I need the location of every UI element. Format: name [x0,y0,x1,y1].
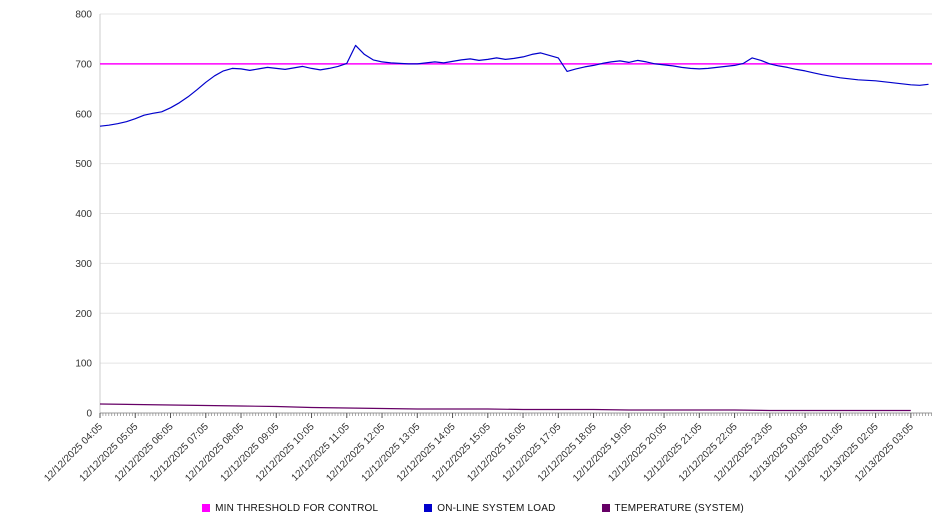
system-load-chart: 0 100 200 300 400 500 600 700 800 12/12/2025 04:0… [42,10,932,484]
legend-swatch-system-load-icon [424,504,433,512]
svg-text:100: 100 [75,359,92,370]
legend-item-min-threshold[interactable]: MIN THRESHOLD FOR CONTROL [202,503,378,514]
svg-text:500: 500 [75,159,92,170]
svg-text:12/12/2025 04:05: 12/12/2025 04:05 [42,421,105,484]
legend-label-min-threshold: MIN THRESHOLD FOR CONTROL [215,502,379,514]
legend-item-temperature[interactable]: TEMPERATURE (SYSTEM) [601,502,744,514]
svg-text:400: 400 [75,209,92,220]
legend-label-system-load: ON-LINE SYSTEM LOAD [437,502,556,514]
svg-text:600: 600 [75,109,92,120]
legend-label-temperature: TEMPERATURE (SYSTEM) [614,502,744,514]
legend-swatch-min-threshold-icon [202,504,211,512]
svg-text:200: 200 [75,309,92,320]
legend-swatch-temperature-icon [601,504,610,512]
legend-item-system-load[interactable]: ON-LINE SYSTEM LOAD [424,503,555,514]
svg-text:300: 300 [75,259,92,270]
svg-text:700: 700 [75,59,92,70]
svg-text:800: 800 [75,10,92,21]
svg-text:0: 0 [86,409,92,420]
chart-legend: MIN THRESHOLD FOR CONTROL ON-LINE SYSTEM… [0,496,946,520]
